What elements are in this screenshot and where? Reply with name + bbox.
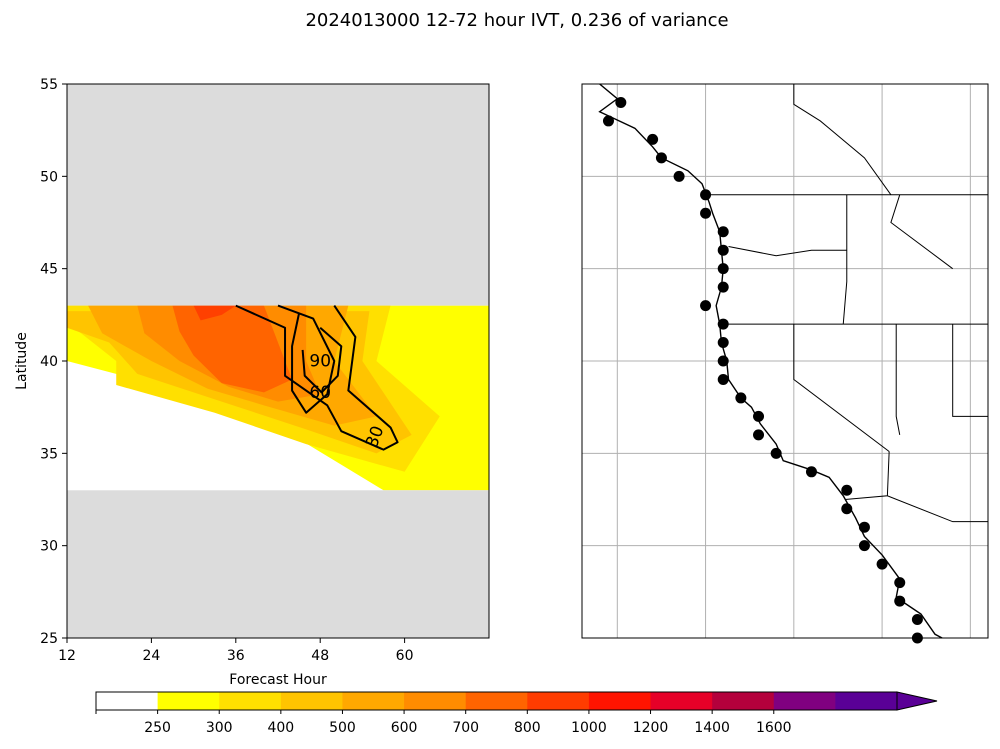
station-marker-7 [717, 226, 729, 238]
x-tick-label: 12 [58, 648, 76, 664]
station-marker-13 [717, 337, 729, 349]
x-axis-ticks: 12 24 36 48 60 [58, 638, 414, 664]
station-marker-19 [770, 447, 782, 459]
station-marker-14 [717, 355, 729, 367]
contour-lines [235, 304, 399, 451]
station-marker-20 [805, 466, 817, 478]
colorbar-tick-label: 1000 [571, 720, 607, 736]
x-tick-label: 24 [142, 648, 160, 664]
contour-label-1: 60 [309, 383, 331, 403]
colorbar-segment-8 [588, 692, 652, 710]
colorbar-extend-arrow [896, 691, 938, 711]
map-boundary-7 [952, 324, 988, 417]
map-boundary-6 [842, 194, 848, 325]
contour-line-30 [235, 304, 399, 451]
colorbar-segment-4 [342, 692, 405, 710]
contour-line-90 [301, 327, 343, 394]
x-axis-label: Forecast Hour [229, 672, 327, 688]
station-marker-3 [655, 152, 667, 164]
station-marker-16 [735, 392, 747, 404]
colorbar-segment-2 [219, 692, 282, 710]
colorbar-tick-label: 250 [144, 720, 171, 736]
colorbar-tick-label: 700 [452, 720, 479, 736]
x-tick-label: 36 [227, 648, 245, 664]
station-map-panel [581, 83, 989, 644]
map-boundary-5 [728, 246, 847, 257]
masked-band-0 [67, 84, 489, 306]
ivt-contour-panel: 90 60 30 12 24 36 48 60 25 30 35 40 45 50 55 Forecas… [14, 77, 490, 688]
colorbar-tick-label: 300 [206, 720, 233, 736]
contour-fill-6 [193, 305, 236, 321]
colorbar-tick-label: 400 [267, 720, 294, 736]
colorbar-tick-label: 1200 [633, 720, 669, 736]
station-marker-1 [602, 115, 614, 127]
colorbar-tick-label: 1400 [694, 720, 730, 736]
station-marker-6 [700, 207, 712, 219]
y-tick-label: 55 [40, 77, 58, 93]
colorbar-segment-11 [773, 692, 836, 710]
station-marker-17 [753, 410, 765, 422]
y-axis-label: Latitude [14, 332, 30, 390]
colorbar-segment-9 [650, 692, 713, 710]
x-tick-label: 48 [311, 648, 329, 664]
station-marker-26 [894, 577, 906, 589]
masked-band-1 [67, 490, 489, 638]
colorbar-tick-label: 1600 [756, 720, 792, 736]
colorbar-segment-1 [157, 692, 220, 710]
y-tick-label: 45 [40, 262, 58, 278]
station-marker-2 [647, 133, 659, 145]
map-gridlines [582, 84, 988, 638]
station-marker-0 [615, 96, 627, 108]
contour-line-60 [277, 304, 336, 414]
station-marker-27 [894, 595, 906, 607]
station-marker-9 [717, 263, 729, 275]
map-boundary-8 [793, 84, 892, 196]
station-marker-24 [858, 540, 870, 552]
y-tick-label: 30 [40, 539, 58, 555]
y-tick-label: 40 [40, 354, 58, 370]
colorbar-tick-label: 800 [514, 720, 541, 736]
y-tick-label: 25 [40, 631, 58, 647]
contour-fill-5 [172, 305, 293, 393]
station-marker-4 [673, 170, 685, 182]
colorbar-segment-6 [465, 692, 528, 710]
map-boundary-2 [793, 324, 890, 452]
station-marker-21 [841, 484, 853, 496]
figure-title: 2024013000 12-72 hour IVT, 0.236 of vari… [305, 10, 728, 31]
station-marker-5 [700, 189, 712, 201]
contour-fills [67, 305, 489, 491]
colorbar-segment-7 [527, 692, 590, 710]
right-plot-frame [581, 83, 989, 639]
x-tick-label: 60 [396, 648, 414, 664]
station-marker-22 [841, 503, 853, 515]
map-boundary-4 [887, 495, 988, 523]
colorbar-tick-label: 600 [391, 720, 418, 736]
station-marker-28 [911, 614, 923, 626]
colorbar-segment-12 [835, 692, 898, 710]
station-marker-12 [717, 318, 729, 330]
colorbar: 250 300 400 500 600 700 800 1000 1200 1400 1600 [95, 691, 938, 736]
y-tick-label: 50 [40, 169, 58, 185]
masked-region [67, 84, 489, 638]
station-marker-15 [717, 373, 729, 385]
colorbar-frame [95, 691, 898, 711]
map-boundary-9 [890, 194, 953, 270]
station-marker-23 [858, 521, 870, 533]
station-marker-25 [876, 558, 888, 570]
station-marker-10 [717, 281, 729, 293]
map-boundary-10 [895, 324, 901, 435]
colorbar-segment-3 [280, 692, 343, 710]
colorbar-tick-label: 500 [329, 720, 356, 736]
colorbar-segment-0 [96, 692, 159, 710]
station-markers [602, 96, 923, 644]
station-marker-18 [753, 429, 765, 441]
y-tick-label: 35 [40, 446, 58, 462]
y-axis-ticks: 25 30 35 40 45 50 55 [40, 77, 67, 647]
colorbar-segment-5 [404, 692, 467, 710]
station-marker-8 [717, 244, 729, 256]
station-marker-11 [700, 300, 712, 312]
colorbar-segment-10 [712, 692, 775, 710]
contour-label-0: 90 [309, 352, 331, 372]
